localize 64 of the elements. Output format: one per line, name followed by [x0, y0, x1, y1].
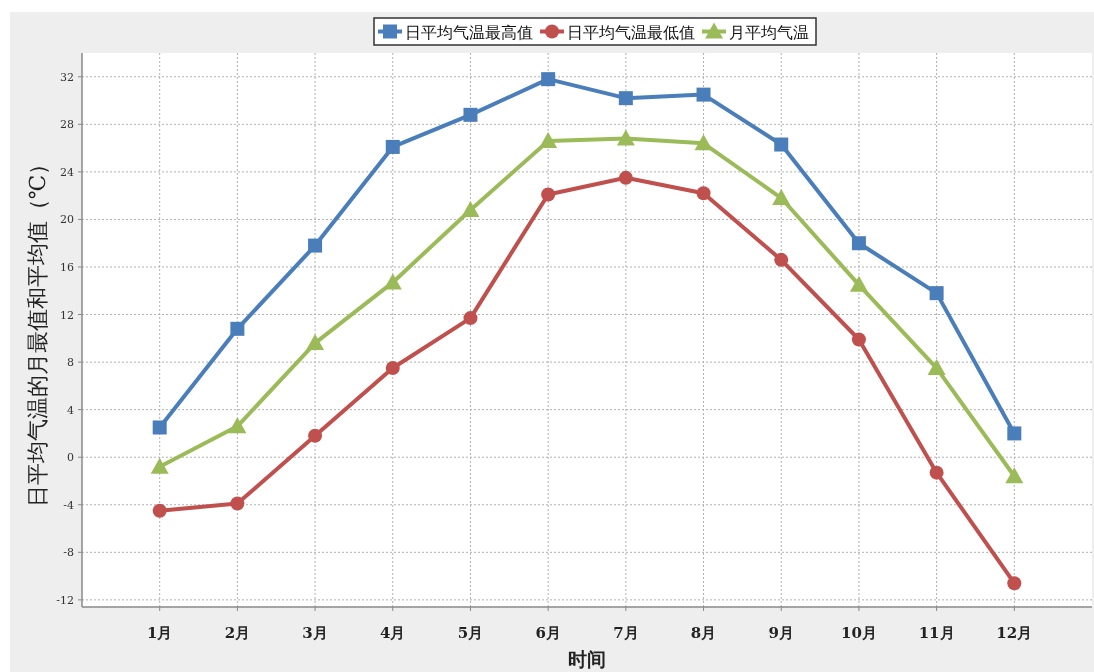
y-tick-label: 8: [67, 356, 74, 370]
x-tick-label: 11月: [918, 624, 955, 642]
point: [694, 134, 713, 151]
y-tick-label: 28: [60, 118, 74, 132]
y-axis-title: 日平均气温的月最值和平均值（℃）: [25, 152, 50, 508]
point: [1005, 467, 1024, 484]
point: [774, 137, 789, 152]
point: [228, 417, 247, 434]
point: [306, 334, 325, 351]
point: [927, 359, 946, 376]
point: [1007, 426, 1022, 441]
x-tick-label: 8月: [690, 624, 717, 642]
y-tick-label: 12: [60, 308, 74, 322]
point: [696, 87, 711, 102]
point: [461, 200, 480, 217]
y-tick-label: -8: [63, 546, 74, 560]
legend-label: 月平均气温: [729, 22, 809, 42]
point: [150, 457, 169, 474]
point: [929, 465, 944, 480]
legend-label: 日平均气温最高值: [405, 22, 533, 42]
point: [772, 189, 791, 206]
y-tick-label: 20: [60, 213, 74, 227]
y-tick-label: 0: [67, 451, 74, 465]
point: [851, 236, 866, 251]
x-tick-label: 4月: [380, 624, 406, 642]
point: [385, 361, 400, 376]
point: [851, 332, 866, 347]
point: [541, 72, 556, 87]
point: [308, 428, 323, 443]
point: [230, 321, 245, 336]
point: [849, 275, 868, 292]
point: [152, 503, 167, 518]
x-tick-label: 9月: [768, 624, 794, 642]
point: [616, 129, 635, 146]
point: [618, 91, 633, 106]
point: [463, 311, 478, 326]
x-tick-label: 12月: [996, 624, 1033, 642]
y-tick-label: -12: [56, 593, 74, 607]
x-tick-label: 10月: [840, 624, 877, 642]
point: [541, 187, 556, 202]
y-tick-label: 32: [60, 70, 74, 84]
x-tick-label: 5月: [457, 624, 484, 642]
x-axis-title: 时间: [568, 648, 606, 670]
y-tick-label: 16: [60, 260, 74, 274]
point: [774, 252, 789, 267]
x-tick-label: 1月: [146, 624, 173, 642]
point: [308, 238, 323, 253]
point: [463, 107, 478, 122]
point: [230, 496, 245, 511]
x-tick-label: 6月: [535, 624, 561, 642]
point: [385, 139, 400, 154]
point: [1007, 576, 1022, 591]
x-tick-label: 7月: [613, 624, 639, 642]
x-tick-label: 3月: [302, 624, 328, 642]
point: [152, 420, 167, 435]
point: [618, 170, 633, 185]
y-tick-label: -4: [63, 498, 74, 512]
legend-label: 日平均气温最低值: [567, 22, 695, 42]
x-tick-label: 2月: [224, 624, 251, 642]
point: [696, 186, 711, 201]
y-tick-label: 24: [60, 165, 74, 179]
point: [539, 131, 558, 148]
y-tick-label: 4: [67, 403, 74, 417]
point: [929, 286, 944, 301]
